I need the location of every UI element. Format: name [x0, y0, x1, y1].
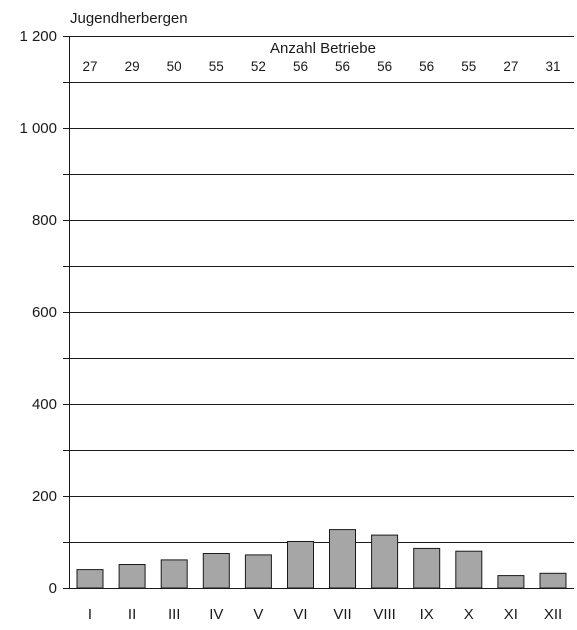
count-label-X: 55 [461, 59, 476, 74]
bar-V [244, 554, 272, 589]
counts-subtitle: Anzahl Betriebe [270, 40, 376, 57]
bar-II [118, 564, 146, 589]
x-tick-label-XII: XII [544, 606, 562, 623]
x-tick-label-I: I [88, 606, 92, 623]
x-tick-label-IV: IV [209, 606, 223, 623]
bar-I [76, 569, 104, 589]
bar-X [455, 550, 483, 589]
bar-III [160, 559, 188, 589]
x-tick-label-XI: XI [504, 606, 518, 623]
bar-VI [287, 541, 314, 589]
bar-XI [497, 575, 525, 589]
x-tick-label-III: III [168, 606, 181, 623]
bar-XII [539, 572, 567, 589]
x-tick-label-VII: VII [333, 606, 351, 623]
x-tick-label-VIII: VIII [373, 606, 396, 623]
count-label-VII: 56 [335, 59, 350, 74]
y-tick-label-0: 0 [49, 580, 57, 597]
count-label-IX: 56 [419, 59, 434, 74]
chart-title: Jugendherbergen [70, 10, 188, 27]
gridlines [69, 36, 574, 543]
count-label-VIII: 56 [377, 59, 392, 74]
x-tick-label-VI: VI [293, 606, 307, 623]
x-tick-label-X: X [464, 606, 474, 623]
y-tick-label-200: 200 [32, 488, 57, 505]
bar-IV [202, 553, 230, 589]
y-tick-label-1200: 1 200 [19, 28, 57, 45]
bar-IX [413, 547, 441, 589]
count-label-XI: 27 [503, 59, 518, 74]
count-label-VI: 56 [293, 59, 308, 74]
x-tick-label-V: V [253, 606, 263, 623]
x-tick-label-IX: IX [420, 606, 434, 623]
count-label-II: 29 [125, 59, 140, 74]
count-label-III: 50 [167, 59, 182, 74]
bar-VIII [371, 534, 399, 589]
count-label-V: 52 [251, 59, 266, 74]
x-tick-label-II: II [128, 606, 136, 623]
bars [76, 529, 567, 589]
y-tick-label-800: 800 [32, 212, 57, 229]
x-axis: I II III IV V VI VII VIII IX X XI XII [69, 588, 574, 623]
y-tick-label-400: 400 [32, 396, 57, 413]
count-label-XII: 31 [545, 59, 560, 74]
counts-row: 27 29 50 55 52 56 56 56 56 55 27 31 [82, 59, 560, 74]
bar-VII [329, 529, 356, 589]
y-axis: 0 200 400 600 800 1 000 1 200 [19, 28, 70, 597]
y-tick-label-1000: 1 000 [19, 120, 57, 137]
count-label-IV: 55 [209, 59, 224, 74]
y-tick-label-600: 600 [32, 304, 57, 321]
count-label-I: 27 [82, 59, 97, 74]
